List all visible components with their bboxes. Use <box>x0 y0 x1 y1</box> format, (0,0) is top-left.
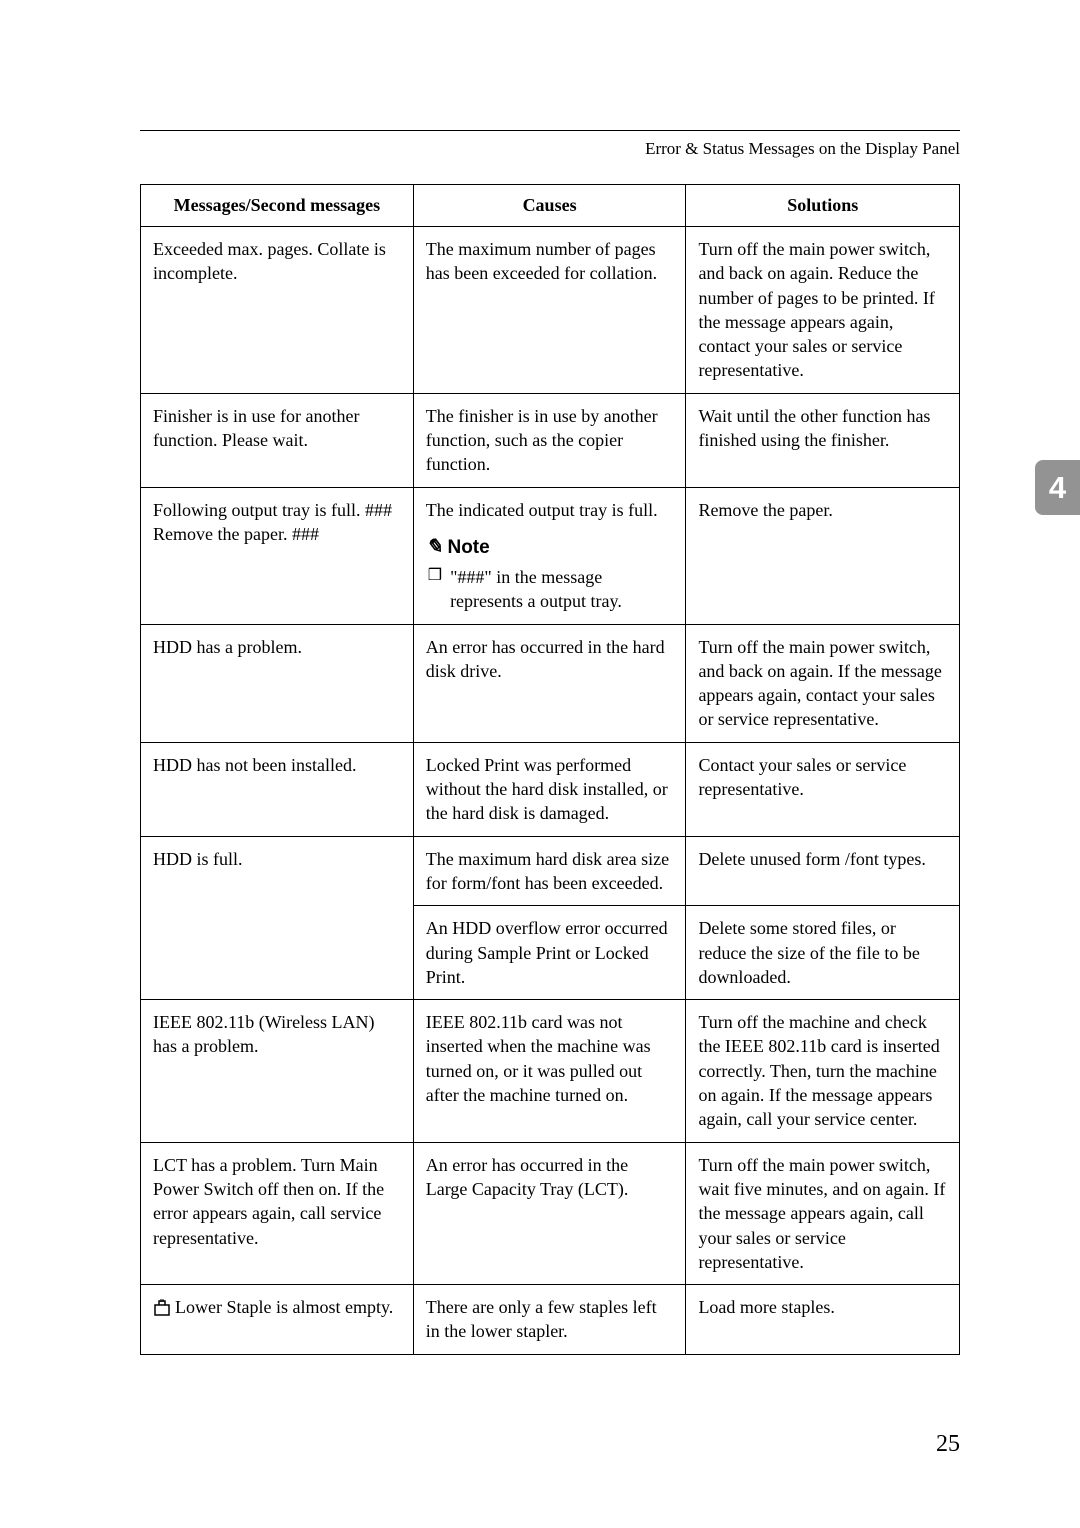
cell-cause: The maximum number of pages has been exc… <box>413 227 686 394</box>
cell-message: Following output tray is full. ### Remov… <box>141 487 414 624</box>
cell-solution: Contact your sales or service representa… <box>686 742 960 836</box>
cell-message: HDD has not been installed. <box>141 742 414 836</box>
table-row: HDD has a problem. An error has occurred… <box>141 624 960 742</box>
cell-cause: The finisher is in use by another functi… <box>413 393 686 487</box>
table-header-row: Messages/Second messages Causes Solution… <box>141 185 960 227</box>
col-header-solutions: Solutions <box>686 185 960 227</box>
col-header-causes: Causes <box>413 185 686 227</box>
header-divider <box>140 130 960 131</box>
message-text: Lower Staple is almost empty. <box>175 1297 393 1317</box>
cell-solution: Turn off the main power switch, and back… <box>686 227 960 394</box>
page-number: 25 <box>936 1431 960 1458</box>
cause-text: The indicated output tray is full. <box>426 500 658 520</box>
cell-cause: The indicated output tray is full. ✎ Not… <box>413 487 686 624</box>
table-row: HDD is full. The maximum hard disk area … <box>141 836 960 906</box>
table-row: Finisher is in use for another function.… <box>141 393 960 487</box>
cell-message: Finisher is in use for another function.… <box>141 393 414 487</box>
page-header-title: Error & Status Messages on the Display P… <box>140 139 960 159</box>
table-row: LCT has a problem. Turn Main Power Switc… <box>141 1142 960 1284</box>
col-header-messages: Messages/Second messages <box>141 185 414 227</box>
note-heading: ✎ Note <box>426 534 674 561</box>
cell-solution: Remove the paper. <box>686 487 960 624</box>
note-bullet: ❒ "###" in the message represents a outp… <box>426 565 674 614</box>
cell-solution: Wait until the other function has finish… <box>686 393 960 487</box>
cell-cause: An HDD overflow error occurred during Sa… <box>413 906 686 1000</box>
cell-message: HDD has a problem. <box>141 624 414 742</box>
cell-solution: Delete some stored files, or reduce the … <box>686 906 960 1000</box>
cell-cause: Locked Print was performed without the h… <box>413 742 686 836</box>
table-row: Lower Staple is almost empty. There are … <box>141 1285 960 1355</box>
cell-message: Lower Staple is almost empty. <box>141 1285 414 1355</box>
cell-cause: The maximum hard disk area size for form… <box>413 836 686 906</box>
note-icon: ✎ <box>426 534 443 561</box>
note-text: "###" in the message represents a output… <box>450 565 673 614</box>
chapter-number: 4 <box>1049 470 1066 506</box>
chapter-tab: 4 <box>1035 460 1080 515</box>
cell-solution: Delete unused form /font types. <box>686 836 960 906</box>
cell-message: LCT has a problem. Turn Main Power Switc… <box>141 1142 414 1284</box>
table-row: Following output tray is full. ### Remov… <box>141 487 960 624</box>
cell-solution: Load more staples. <box>686 1285 960 1355</box>
cell-message: Exceeded max. pages. Collate is incomple… <box>141 227 414 394</box>
cell-cause: IEEE 802.11b card was not inserted when … <box>413 1000 686 1142</box>
table-row: IEEE 802.11b (Wireless LAN) has a proble… <box>141 1000 960 1142</box>
cell-message: IEEE 802.11b (Wireless LAN) has a proble… <box>141 1000 414 1142</box>
table-row: Exceeded max. pages. Collate is incomple… <box>141 227 960 394</box>
cell-solution: Turn off the main power switch, wait fiv… <box>686 1142 960 1284</box>
note-label: Note <box>447 535 489 561</box>
table-row: HDD has not been installed. Locked Print… <box>141 742 960 836</box>
cell-solution: Turn off the machine and check the IEEE … <box>686 1000 960 1142</box>
cell-cause: There are only a few staples left in the… <box>413 1285 686 1355</box>
cell-cause: An error has occurred in the hard disk d… <box>413 624 686 742</box>
cell-solution: Turn off the main power switch, and back… <box>686 624 960 742</box>
cell-cause: An error has occurred in the Large Capac… <box>413 1142 686 1284</box>
cell-message: HDD is full. <box>141 836 414 999</box>
bullet-marker-icon: ❒ <box>428 565 442 587</box>
messages-table: Messages/Second messages Causes Solution… <box>140 184 960 1355</box>
staple-icon <box>153 1301 173 1317</box>
